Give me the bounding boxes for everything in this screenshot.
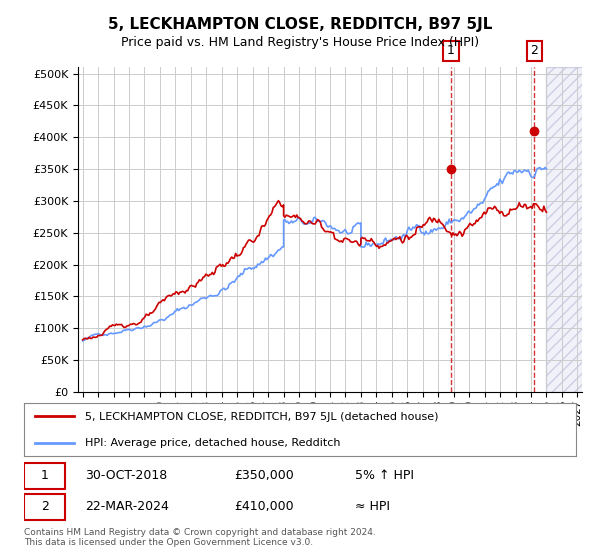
Text: 5% ↑ HPI: 5% ↑ HPI [355,469,414,483]
Text: 30-OCT-2018: 30-OCT-2018 [85,469,167,483]
Text: 22-MAR-2024: 22-MAR-2024 [85,500,169,514]
Text: ≈ HPI: ≈ HPI [355,500,390,514]
Text: HPI: Average price, detached house, Redditch: HPI: Average price, detached house, Redd… [85,438,340,448]
Text: £410,000: £410,000 [234,500,293,514]
Bar [547,67,593,392]
Text: 5, LECKHAMPTON CLOSE, REDDITCH, B97 5JL (detached house): 5, LECKHAMPTON CLOSE, REDDITCH, B97 5JL … [85,412,438,422]
Text: 1: 1 [41,469,49,483]
Text: Price paid vs. HM Land Registry's House Price Index (HPI): Price paid vs. HM Land Registry's House … [121,36,479,49]
Text: 2: 2 [530,44,538,58]
Text: £350,000: £350,000 [234,469,293,483]
Bar [547,67,593,392]
FancyBboxPatch shape [24,463,65,489]
Text: 5, LECKHAMPTON CLOSE, REDDITCH, B97 5JL: 5, LECKHAMPTON CLOSE, REDDITCH, B97 5JL [108,17,492,32]
Text: 1: 1 [447,44,455,58]
FancyBboxPatch shape [24,494,65,520]
Text: Contains HM Land Registry data © Crown copyright and database right 2024.
This d: Contains HM Land Registry data © Crown c… [24,528,376,547]
Text: 2: 2 [41,500,49,514]
